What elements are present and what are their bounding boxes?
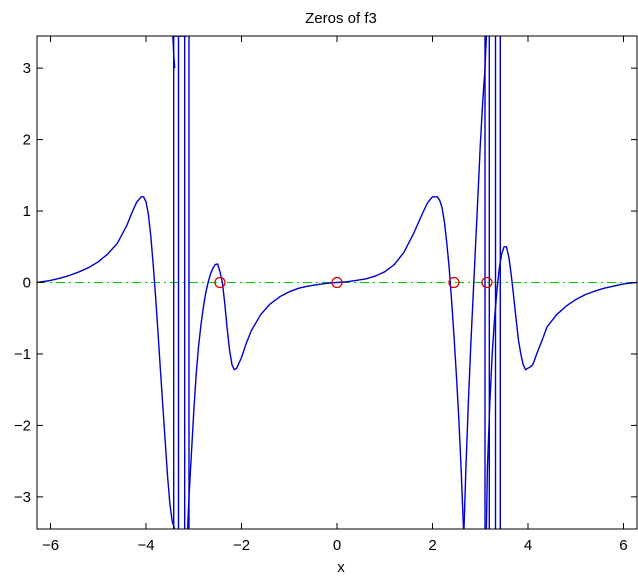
x-tick-label: 4 <box>524 537 532 554</box>
x-tick-label: 0 <box>333 537 341 554</box>
axes: −6 −4 −2 0 2 4 6 −3 −2 −1 0 1 2 3 <box>14 35 638 554</box>
y-tick-label: 0 <box>23 275 31 292</box>
zero-marker <box>214 276 226 289</box>
x-tick-label: 2 <box>428 537 436 554</box>
y-tick-label: 3 <box>23 60 31 77</box>
chart-title: Zeros of f3 <box>305 10 377 27</box>
x-tick-label: −6 <box>42 537 59 554</box>
x-axis-label: x <box>337 559 345 576</box>
curve-series-0 <box>37 196 176 529</box>
zero-marker <box>331 276 343 289</box>
y-tick-label: −1 <box>14 346 31 363</box>
curve-series-4 <box>463 36 488 529</box>
curve-series-2 <box>485 246 637 529</box>
zero-marker <box>481 276 493 289</box>
y-tick-label: 2 <box>23 132 31 149</box>
x-tick-label: −4 <box>137 537 154 554</box>
y-tick-label: −2 <box>14 417 31 434</box>
plot-area <box>37 36 637 529</box>
x-tick-label: 6 <box>619 537 627 554</box>
y-tick-label: 1 <box>23 203 31 220</box>
plot-content <box>37 36 637 529</box>
y-tick-label: −3 <box>14 489 31 506</box>
x-tick-label: −2 <box>233 537 250 554</box>
zero-marker <box>448 276 460 289</box>
curve-series-1 <box>186 196 465 529</box>
